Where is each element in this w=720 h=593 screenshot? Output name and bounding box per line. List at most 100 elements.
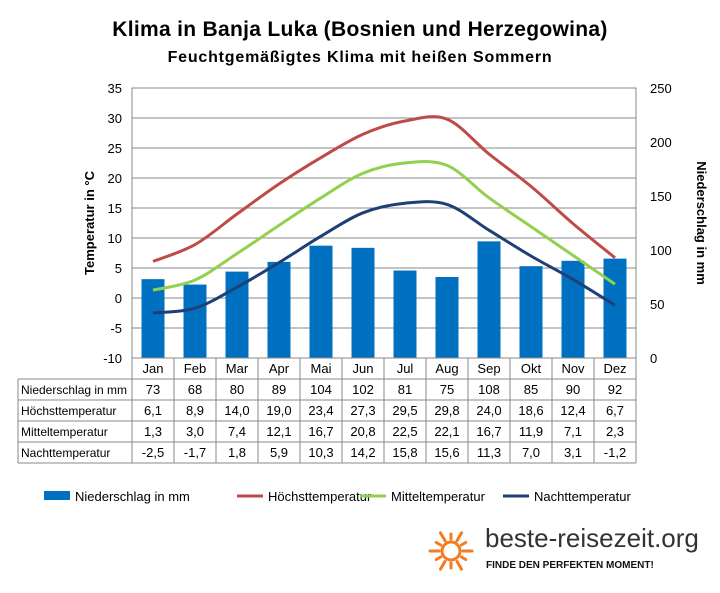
sun-icon (428, 531, 474, 571)
bar-niederschlag (519, 266, 543, 358)
y-left-tick-label: 35 (108, 81, 122, 96)
table-cell: 11,9 (519, 424, 543, 439)
bar-niederschlag (141, 279, 165, 358)
y-left-tick-label: -5 (110, 321, 122, 336)
table-cell: 81 (398, 382, 412, 397)
bar-niederschlag (393, 270, 417, 358)
table-cell: 104 (310, 382, 332, 397)
table-cell: -1,2 (604, 445, 626, 460)
bar-niederschlag (561, 260, 585, 358)
table-cell: 90 (566, 382, 580, 397)
table-cell: 85 (524, 382, 538, 397)
sun-ray (439, 559, 447, 571)
table-row-label: Mitteltemperatur (21, 425, 108, 439)
table-cell: 7,4 (228, 424, 246, 439)
table-cell: 3,0 (186, 424, 204, 439)
table-cell: 12,4 (560, 403, 585, 418)
chart-subtitle: Feuchtgemäßigtes Klima mit heißen Sommer… (167, 49, 553, 66)
table-cell: -2,5 (142, 445, 164, 460)
bar-niederschlag (267, 261, 291, 358)
sun-ray (459, 541, 468, 547)
y-right-tick-label: 0 (650, 351, 657, 366)
y-left-axis-title: Temperatur in °C (82, 170, 97, 275)
bar-niederschlag (183, 284, 207, 358)
bar-niederschlag (603, 258, 627, 358)
chart-title: Klima in Banja Luka (Bosnien und Herzego… (112, 18, 608, 41)
legend-label: Nachttemperatur (534, 489, 631, 504)
legend-label: Mitteltemperatur (391, 489, 486, 504)
x-tick-label: Feb (184, 361, 206, 376)
table-cell: 89 (272, 382, 286, 397)
y-left-tick-label: 20 (108, 171, 122, 186)
table-cell: 73 (146, 382, 160, 397)
table-cell: 27,3 (350, 403, 375, 418)
bar-niederschlag (435, 277, 459, 358)
y-left-tick-label: 10 (108, 231, 122, 246)
y-right-tick-label: 250 (650, 81, 672, 96)
table-cell: 8,9 (186, 403, 204, 418)
table-cell: 5,9 (270, 445, 288, 460)
bar-niederschlag (477, 241, 501, 358)
brand-name[interactable]: beste-reisezeit.org (485, 523, 699, 553)
table-cell: 68 (188, 382, 202, 397)
legend-swatch-bar (44, 491, 70, 500)
x-tick-label: Mai (311, 361, 332, 376)
table-cell: 7,0 (522, 445, 540, 460)
y-right-tick-label: 200 (650, 135, 672, 150)
table-cell: 12,1 (266, 424, 291, 439)
table-cell: 23,4 (308, 403, 333, 418)
x-tick-label: Mar (226, 361, 249, 376)
table-cell: 1,3 (144, 424, 162, 439)
y-right-tick-label: 100 (650, 243, 672, 258)
brand-tagline: FINDE DEN PERFEKTEN MOMENT! (486, 560, 654, 571)
line-höchsttemperatur (152, 115, 616, 263)
x-tick-label: Apr (269, 361, 290, 376)
y-left-tick-label: 15 (108, 201, 122, 216)
bar-niederschlag (351, 247, 375, 358)
bar-niederschlag (225, 271, 249, 358)
table-cell: 6,7 (606, 403, 624, 418)
x-tick-label: Jul (397, 361, 414, 376)
table-cell: 11,3 (477, 445, 501, 460)
sun-ray (455, 531, 463, 543)
plot-frame (131, 87, 637, 359)
x-tick-label: Sep (477, 361, 500, 376)
table-cell: 92 (608, 382, 622, 397)
table-cell: 15,8 (392, 445, 417, 460)
table-cell: -1,7 (184, 445, 206, 460)
sun-ray (434, 555, 443, 561)
x-tick-label: Jan (143, 361, 164, 376)
table-cell: 22,5 (392, 424, 417, 439)
x-tick-label: Aug (435, 361, 458, 376)
table-cell: 29,8 (434, 403, 459, 418)
x-tick-label: Dez (603, 361, 626, 376)
y-left-tick-label: 30 (108, 111, 122, 126)
table-cell: 7,1 (564, 424, 582, 439)
table-cell: 19,0 (266, 403, 291, 418)
table-cell: 108 (478, 382, 500, 397)
table-cell: 1,8 (228, 445, 246, 460)
table-cell: 20,8 (350, 424, 375, 439)
table-row-label: Niederschlag in mm (21, 383, 127, 397)
sun-ray (455, 559, 463, 571)
y-right-tick-label: 150 (650, 189, 672, 204)
table-row-label: Höchsttemperatur (21, 404, 116, 418)
table-cell: 75 (440, 382, 454, 397)
table-cell: 15,6 (434, 445, 459, 460)
table-cell: 6,1 (144, 403, 162, 418)
sun-ray (459, 555, 468, 561)
sun-ray (439, 531, 447, 543)
table-row-label: Nachttemperatur (21, 446, 110, 460)
bar-niederschlag (309, 245, 333, 358)
x-tick-label: Okt (521, 361, 542, 376)
table-cell: 18,6 (518, 403, 543, 418)
table-cell: 10,3 (308, 445, 333, 460)
line-mitteltemperatur (152, 160, 616, 292)
table-cell: 14,0 (224, 403, 249, 418)
table-cell: 14,2 (350, 445, 375, 460)
table-cell: 16,7 (308, 424, 333, 439)
x-tick-label: Nov (561, 361, 585, 376)
y-left-tick-label: -10 (103, 351, 122, 366)
y-right-tick-label: 50 (650, 297, 664, 312)
